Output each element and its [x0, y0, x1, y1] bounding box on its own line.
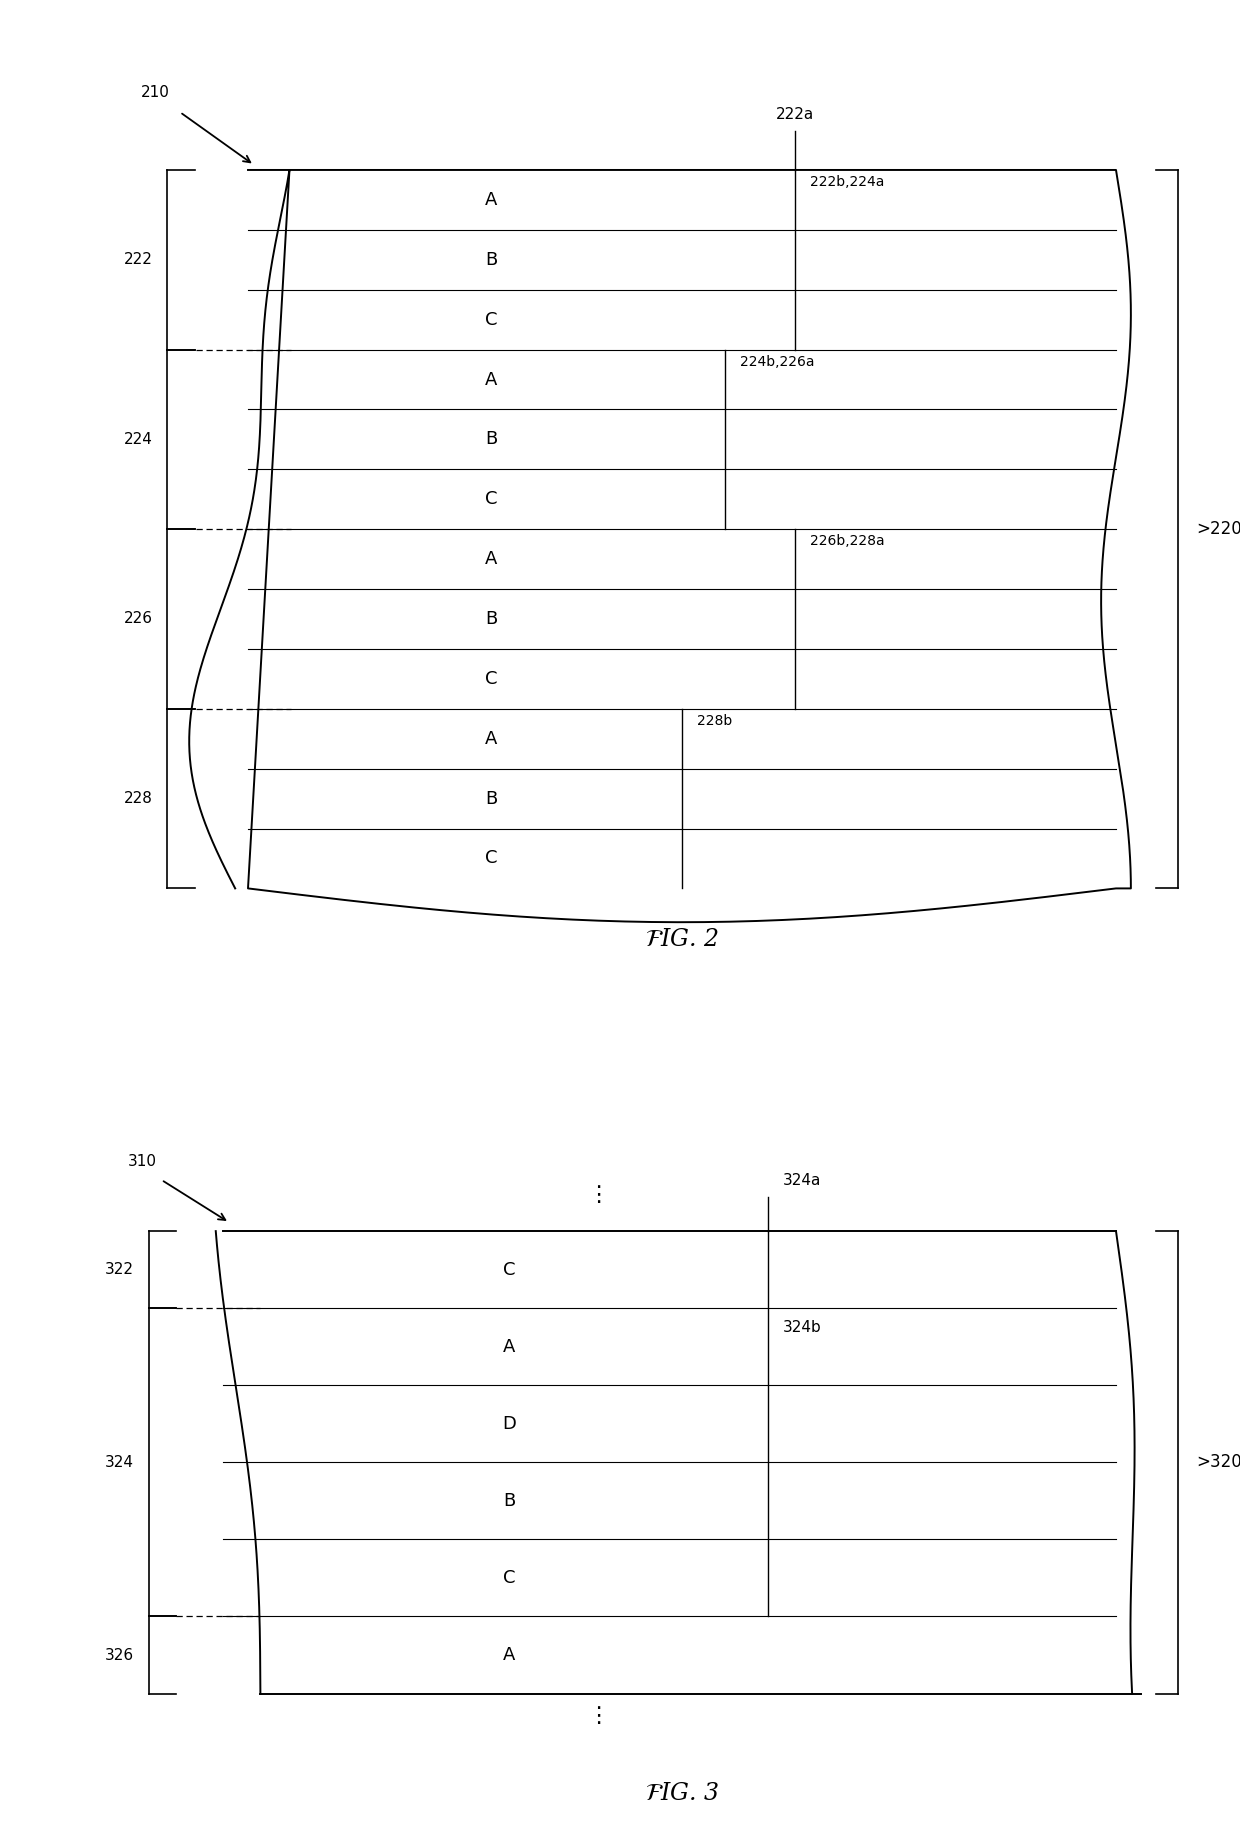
Text: $\mathcal{F}$IG. 3: $\mathcal{F}$IG. 3 — [645, 1782, 719, 1806]
Text: B: B — [485, 789, 497, 807]
Text: B: B — [502, 1492, 515, 1510]
Text: C: C — [485, 670, 497, 689]
Text: ⋮: ⋮ — [587, 1707, 609, 1727]
Text: ⋮: ⋮ — [587, 1186, 609, 1206]
Text: 210: 210 — [140, 86, 170, 100]
Text: C: C — [485, 490, 497, 508]
Text: 310: 310 — [128, 1155, 157, 1170]
Text: >320: >320 — [1197, 1454, 1240, 1472]
Text: 228: 228 — [124, 791, 153, 805]
Text: 226: 226 — [124, 612, 153, 627]
Text: A: A — [485, 370, 497, 388]
Text: 228b: 228b — [697, 714, 732, 727]
Text: C: C — [485, 849, 497, 867]
Text: B: B — [485, 251, 497, 270]
Text: >220: >220 — [1197, 521, 1240, 537]
Text: C: C — [502, 1569, 515, 1587]
Text: B: B — [485, 610, 497, 629]
Text: C: C — [485, 310, 497, 328]
Text: D: D — [502, 1416, 516, 1432]
Text: 224b,226a: 224b,226a — [740, 355, 815, 368]
Text: 324a: 324a — [782, 1173, 821, 1188]
Text: B: B — [485, 430, 497, 448]
Text: A: A — [485, 191, 497, 210]
Text: A: A — [502, 1337, 515, 1356]
Text: 326: 326 — [105, 1647, 134, 1662]
Text: A: A — [485, 731, 497, 747]
Text: 222b,224a: 222b,224a — [810, 175, 884, 189]
Text: 324b: 324b — [782, 1319, 821, 1336]
Text: 324: 324 — [105, 1454, 134, 1470]
Text: 222: 222 — [124, 251, 153, 268]
Text: C: C — [502, 1261, 515, 1279]
Text: 322: 322 — [105, 1263, 134, 1277]
Text: A: A — [502, 1645, 515, 1663]
Text: 222a: 222a — [776, 107, 813, 122]
Text: $\mathcal{F}$IG. 2: $\mathcal{F}$IG. 2 — [645, 927, 719, 951]
Text: A: A — [485, 550, 497, 568]
Text: 226b,228a: 226b,228a — [810, 534, 884, 548]
Text: 224: 224 — [124, 432, 153, 446]
